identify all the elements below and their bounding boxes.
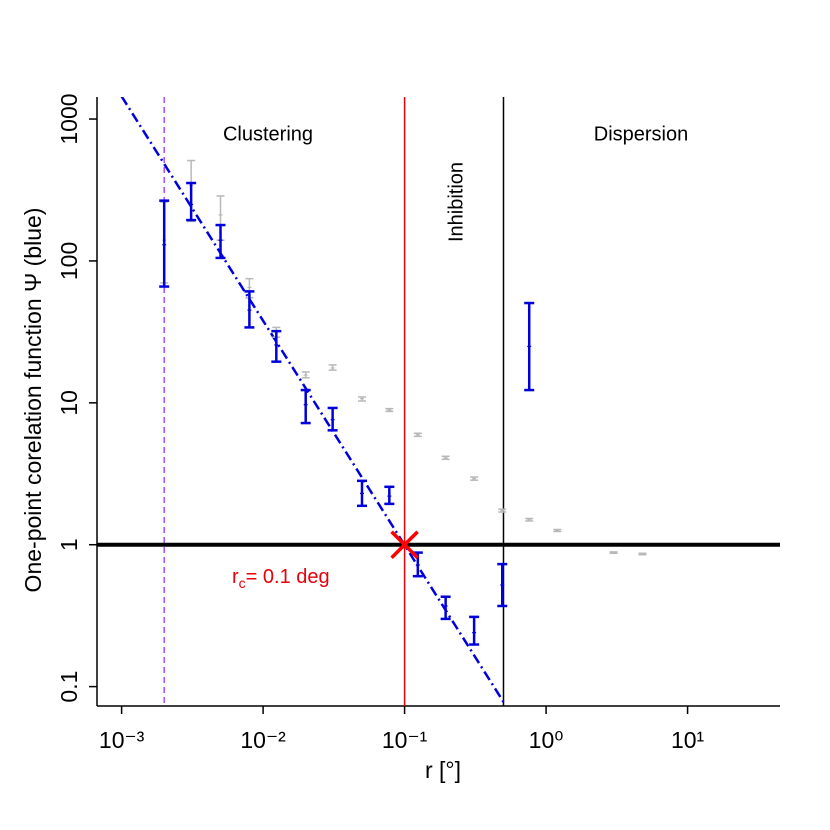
error-bar — [497, 562, 508, 608]
y-tick-label: 10 — [56, 390, 82, 416]
y-tick-label: 1 — [56, 538, 82, 551]
error-bar — [525, 517, 534, 522]
error-bar — [328, 364, 337, 371]
annotation-part: = 0.1 deg — [246, 566, 330, 588]
y-tick-label: 100 — [56, 242, 82, 280]
marker-stroke — [390, 530, 419, 559]
y-tick-label: 1000 — [56, 93, 82, 144]
error-bar — [301, 371, 310, 379]
error-bar — [385, 407, 394, 413]
plot-area — [97, 97, 780, 706]
crossover-marker — [390, 530, 419, 559]
error-bar — [327, 406, 338, 432]
error-bar — [469, 615, 480, 646]
error-bar — [215, 223, 226, 260]
error-bar — [524, 301, 535, 392]
annotation: Inhibition — [445, 162, 467, 242]
annotation: Dispersion — [594, 123, 688, 145]
x-tick-label: 10⁻³ — [99, 727, 145, 753]
y-tick-label: 0.1 — [56, 671, 82, 703]
error-bar — [271, 329, 282, 363]
x-tick-label: 10⁻² — [240, 727, 286, 753]
x-axis-label: r [°] — [425, 757, 461, 783]
annotation-part: r — [232, 566, 239, 588]
error-bar — [441, 455, 450, 461]
annotation: rc= 0.1 deg — [232, 566, 330, 590]
annotation: Clustering — [223, 123, 313, 145]
error-bar — [553, 528, 562, 533]
y-axis-label: One-point corelation function Ψ (blue) — [20, 208, 46, 593]
error-bar — [356, 479, 367, 508]
error-bar — [300, 388, 311, 425]
error-bar — [244, 290, 255, 329]
error-bar — [413, 432, 422, 438]
error-bar — [609, 551, 618, 555]
x-tick-label: 10⁰ — [529, 727, 564, 753]
x-tick-label: 10¹ — [671, 727, 705, 753]
error-bar — [470, 476, 479, 481]
error-bar — [186, 181, 197, 222]
error-bar — [440, 595, 451, 621]
error-bar — [638, 552, 647, 556]
error-bar — [357, 396, 366, 402]
error-bar — [498, 508, 507, 513]
x-tick-label: 10⁻¹ — [382, 727, 428, 753]
error-bar — [159, 199, 170, 288]
annotation-part: c — [239, 575, 246, 591]
error-bar — [384, 485, 395, 506]
